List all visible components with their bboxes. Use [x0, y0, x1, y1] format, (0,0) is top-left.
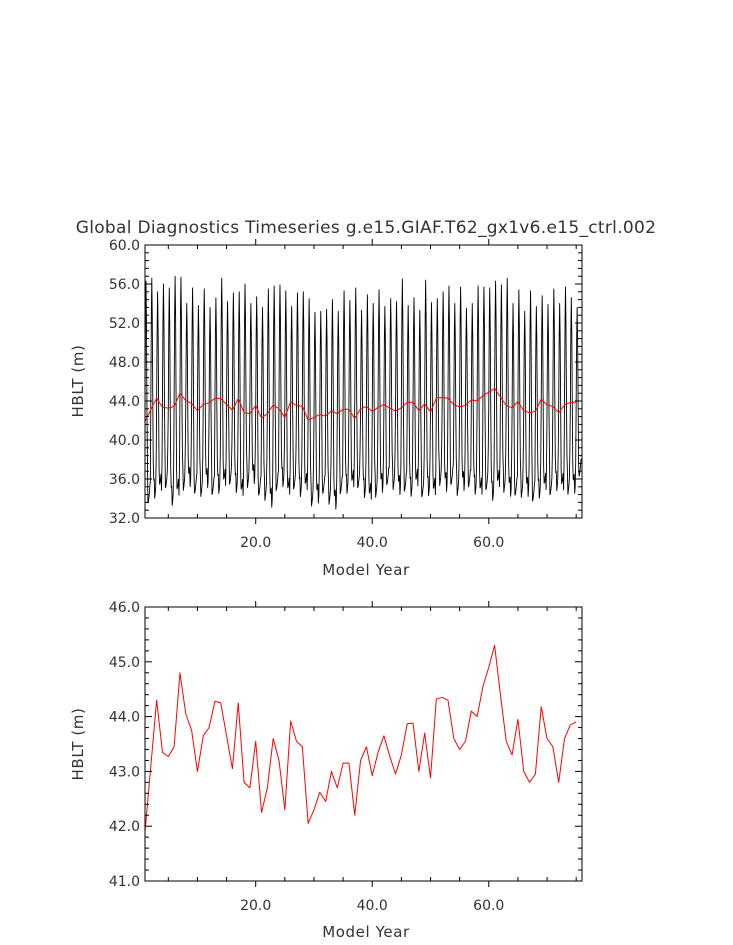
- y-tick-label: 44.0: [109, 710, 140, 726]
- plot-frame: [144, 606, 583, 882]
- series-group: [144, 275, 582, 510]
- y-tick-label: 41.0: [109, 874, 140, 890]
- y-axis-label: HBLT (m): [69, 345, 87, 418]
- series-line-annual-mean: [144, 644, 577, 832]
- y-tick-label: 60.0: [109, 238, 140, 254]
- y-tick-label: 48.0: [109, 355, 140, 371]
- x-tick-label: 60.0: [473, 535, 504, 551]
- y-tick-label: 44.0: [109, 394, 140, 410]
- series-line-monthly: [144, 275, 582, 510]
- series-line-annual-mean: [144, 387, 577, 422]
- y-tick-label: 52.0: [109, 316, 140, 332]
- x-tick-label: 60.0: [473, 898, 504, 914]
- x-axis-label: Model Year: [322, 923, 410, 941]
- y-axis-label: HBLT (m): [69, 708, 87, 781]
- y-tick-label: 40.0: [109, 433, 140, 449]
- chart-title: Global Diagnostics Timeseries g.e15.GIAF…: [76, 218, 657, 238]
- axes: 32.0 36.0 40.0 44.0 48.0 52.0 56.0 60.0 20.0 40.0…: [109, 238, 582, 551]
- series-group: [144, 644, 577, 832]
- chart-timeseries-annual: 41.0 42.0 43.0 44.0 45.0 46.0 20.0 40.0 60.0 Mod…: [69, 600, 583, 941]
- y-tick-label: 36.0: [109, 472, 140, 488]
- y-tick-label: 32.0: [109, 511, 140, 527]
- x-tick-label: 20.0: [240, 898, 271, 914]
- y-tick-label: 43.0: [109, 764, 140, 780]
- chart-timeseries-monthly: Global Diagnostics Timeseries g.e15.GIAF…: [69, 218, 656, 579]
- y-tick-label: 56.0: [109, 277, 140, 293]
- y-tick-label: 46.0: [109, 600, 140, 616]
- axes: 41.0 42.0 43.0 44.0 45.0 46.0 20.0 40.0 60.0: [109, 600, 582, 914]
- y-tick-label: 42.0: [109, 819, 140, 835]
- y-tick-label: 45.0: [109, 655, 140, 671]
- x-tick-label: 40.0: [357, 898, 388, 914]
- x-tick-label: 40.0: [357, 535, 388, 551]
- x-axis-label: Model Year: [322, 561, 410, 579]
- x-tick-label: 20.0: [240, 535, 271, 551]
- plot-frame: [144, 244, 583, 519]
